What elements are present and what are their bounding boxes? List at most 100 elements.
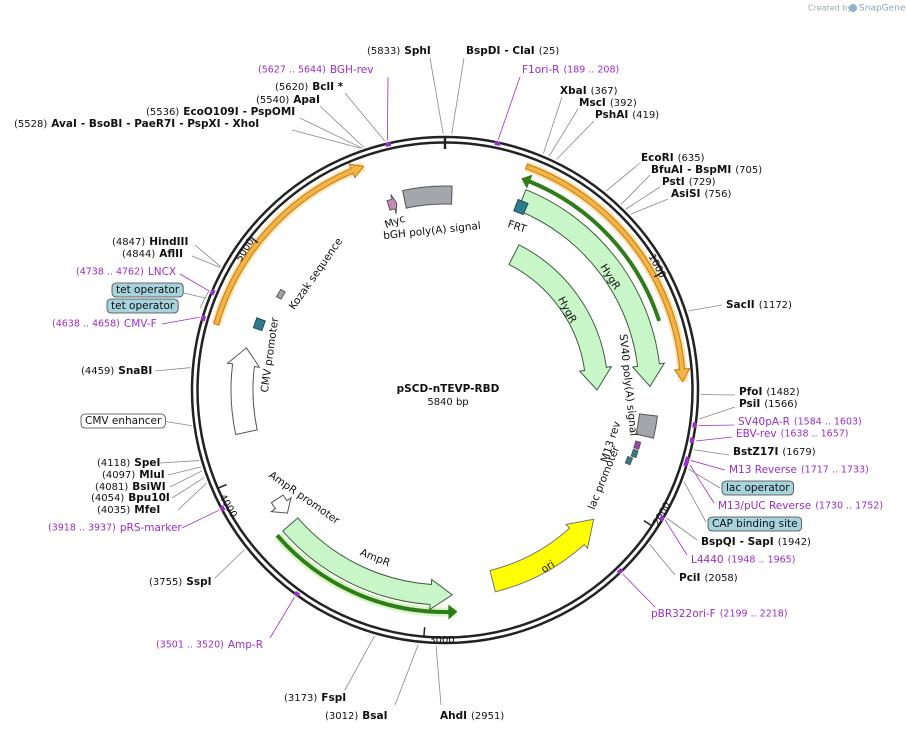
primer-range: (1584 .. 1603)	[794, 417, 862, 428]
feature-box-label: tet operator	[111, 300, 175, 312]
site-name: HindIII	[149, 236, 188, 248]
primer-range: (1638 .. 1657)	[781, 429, 849, 440]
primer-mark	[200, 315, 207, 322]
site-position: (4054)	[91, 493, 124, 504]
feature-box-label: tet operator	[116, 284, 180, 296]
site-name: AflII	[159, 248, 183, 260]
leader-line	[299, 117, 362, 149]
ampr-arrow	[281, 517, 454, 611]
site-position: (5536)	[146, 107, 179, 118]
site-name: Bpu10I	[128, 492, 170, 504]
primer-range: (1717 .. 1733)	[801, 465, 869, 476]
primer-name: F1ori-R	[522, 64, 559, 76]
site-name: AhdI	[440, 710, 467, 722]
site-name: FspI	[321, 692, 346, 704]
primer-mark	[616, 568, 624, 575]
primer-mark	[683, 460, 689, 467]
site-name: MscI	[579, 97, 606, 109]
site-position: (4035)	[97, 505, 130, 516]
primer-name: pRS-marker	[120, 522, 183, 534]
leader-line	[666, 517, 698, 541]
site-name: EcoO109I	[183, 106, 238, 118]
site-name: PstI	[662, 176, 685, 188]
site-position: (5528)	[14, 119, 47, 130]
cmv-f-block	[252, 317, 266, 332]
leader-line	[690, 460, 726, 471]
lac-part	[630, 448, 639, 459]
site-position: (1482)	[766, 387, 799, 398]
site-position: (419)	[632, 110, 659, 121]
site-name: BsaI	[362, 710, 387, 722]
leader-line	[154, 367, 191, 372]
site-position: (367)	[591, 86, 618, 97]
primer-name: LNCX	[148, 266, 176, 278]
site-position: (1172)	[759, 300, 792, 311]
site-name: BclI *	[312, 81, 343, 93]
primer-range: (4738 .. 4762)	[76, 267, 144, 278]
bgh-polya	[402, 185, 453, 209]
primer-range: (1948 .. 1965)	[728, 555, 796, 566]
site-position: (3173)	[284, 693, 317, 704]
site-name: BspDI	[466, 45, 500, 57]
leader-line	[630, 198, 669, 215]
site-name: PciI	[679, 572, 700, 584]
glow	[274, 532, 457, 617]
leader-line	[622, 573, 656, 608]
site-position: (4459)	[81, 366, 114, 377]
leader-line	[161, 316, 200, 325]
plasmid-name: pSCD-nTEVP-RBD	[397, 383, 500, 395]
created-by: Created by	[808, 4, 852, 13]
leader-line	[689, 464, 715, 504]
frt	[513, 198, 529, 216]
leader-line	[319, 105, 365, 148]
site-position: (756)	[704, 189, 731, 200]
site-position: (5620)	[275, 82, 308, 93]
orange-arrow	[524, 163, 691, 383]
leader-line	[451, 57, 465, 135]
cmv-promoter	[226, 347, 261, 436]
kozak	[275, 288, 286, 300]
ori-arrow	[489, 518, 595, 593]
site-position: (4847)	[112, 237, 145, 248]
primer-name: EBV-rev	[736, 428, 777, 440]
site-name: BfuAI	[651, 164, 683, 176]
site-position: (705)	[735, 165, 762, 176]
feature-box	[106, 298, 179, 314]
leader-line	[693, 449, 730, 456]
leader-line	[161, 420, 192, 427]
primer-name: pBR322ori-F	[651, 608, 716, 620]
leader-line	[171, 477, 205, 499]
ruler-tick	[250, 236, 259, 244]
feature-box-label: lac operator	[726, 482, 790, 494]
primer-name: SV40pA-R	[738, 416, 790, 428]
feature-box	[707, 516, 803, 532]
myc	[386, 194, 398, 214]
site-name: - BspMI	[687, 164, 731, 176]
feature-label: FRT	[506, 218, 528, 235]
site-name: AsiSI	[671, 188, 700, 200]
primer-range: (4638 .. 4658)	[52, 319, 120, 330]
primer-range: (3918 .. 3937)	[48, 523, 116, 534]
site-name: BsiWI	[132, 481, 165, 493]
primer-mark	[209, 289, 216, 296]
leader-line	[167, 466, 201, 476]
leader-line	[620, 174, 651, 205]
primer-mark	[494, 141, 501, 146]
leader-line	[269, 596, 295, 639]
feature-box	[721, 480, 795, 496]
leader-line	[387, 76, 389, 141]
primer-range: (189 .. 208)	[563, 65, 619, 76]
feature-box-label: CMV enhancer	[85, 415, 162, 427]
ruler-label: 3000	[429, 635, 454, 646]
site-position: (4081)	[95, 482, 128, 493]
glow	[524, 161, 688, 382]
brand-icon	[849, 4, 857, 12]
ruler-tick	[423, 627, 426, 637]
site-name: BstZ17I	[733, 446, 778, 458]
feature-label: Kozak sequence	[287, 236, 345, 312]
primer-name: BGH-rev	[330, 64, 374, 76]
site-position: (3755)	[149, 577, 182, 588]
primer-name: Amp-R	[228, 639, 263, 651]
feature-label: AmpR	[358, 547, 392, 570]
primer-name: M13/pUC Reverse	[718, 500, 811, 512]
